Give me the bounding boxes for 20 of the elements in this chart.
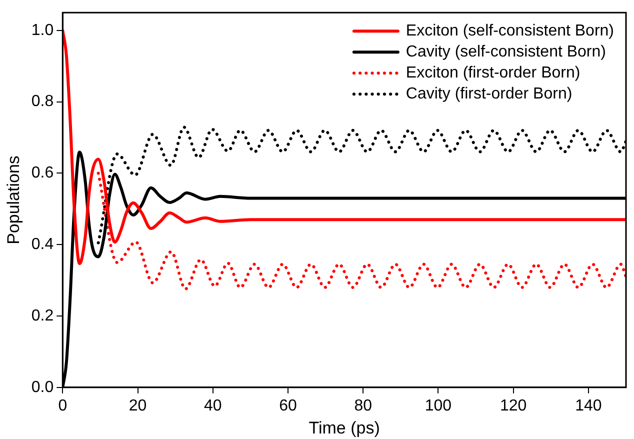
x-tick-label: 40 <box>204 397 222 414</box>
y-tick-label: 0.4 <box>31 236 54 254</box>
x-axis-title: Time (ps) <box>308 418 380 438</box>
x-tick-label: 100 <box>424 397 452 414</box>
y-tick-label: 0.0 <box>31 378 54 396</box>
legend-label: Exciton (self-consistent Born) <box>406 22 614 40</box>
legend-label: Cavity (self-consistent Born) <box>406 44 606 61</box>
legend-label: Cavity (first-order Born) <box>406 86 572 103</box>
y-tick-label: 1.0 <box>31 22 54 39</box>
y-axis-title: Populations <box>4 156 23 244</box>
y-tick-label: 0.2 <box>31 307 54 324</box>
y-tick-label: 0.6 <box>31 164 54 182</box>
x-tick-label: 80 <box>354 397 372 414</box>
y-tick-label: 0.8 <box>31 93 54 110</box>
x-tick-label: 20 <box>128 397 147 414</box>
x-tick-label: 0 <box>58 397 68 414</box>
x-tick-label: 140 <box>575 397 602 414</box>
x-tick-label: 120 <box>500 397 527 414</box>
legend-label: Exciton (first-order Born) <box>406 64 580 82</box>
x-tick-label: 60 <box>279 397 297 414</box>
